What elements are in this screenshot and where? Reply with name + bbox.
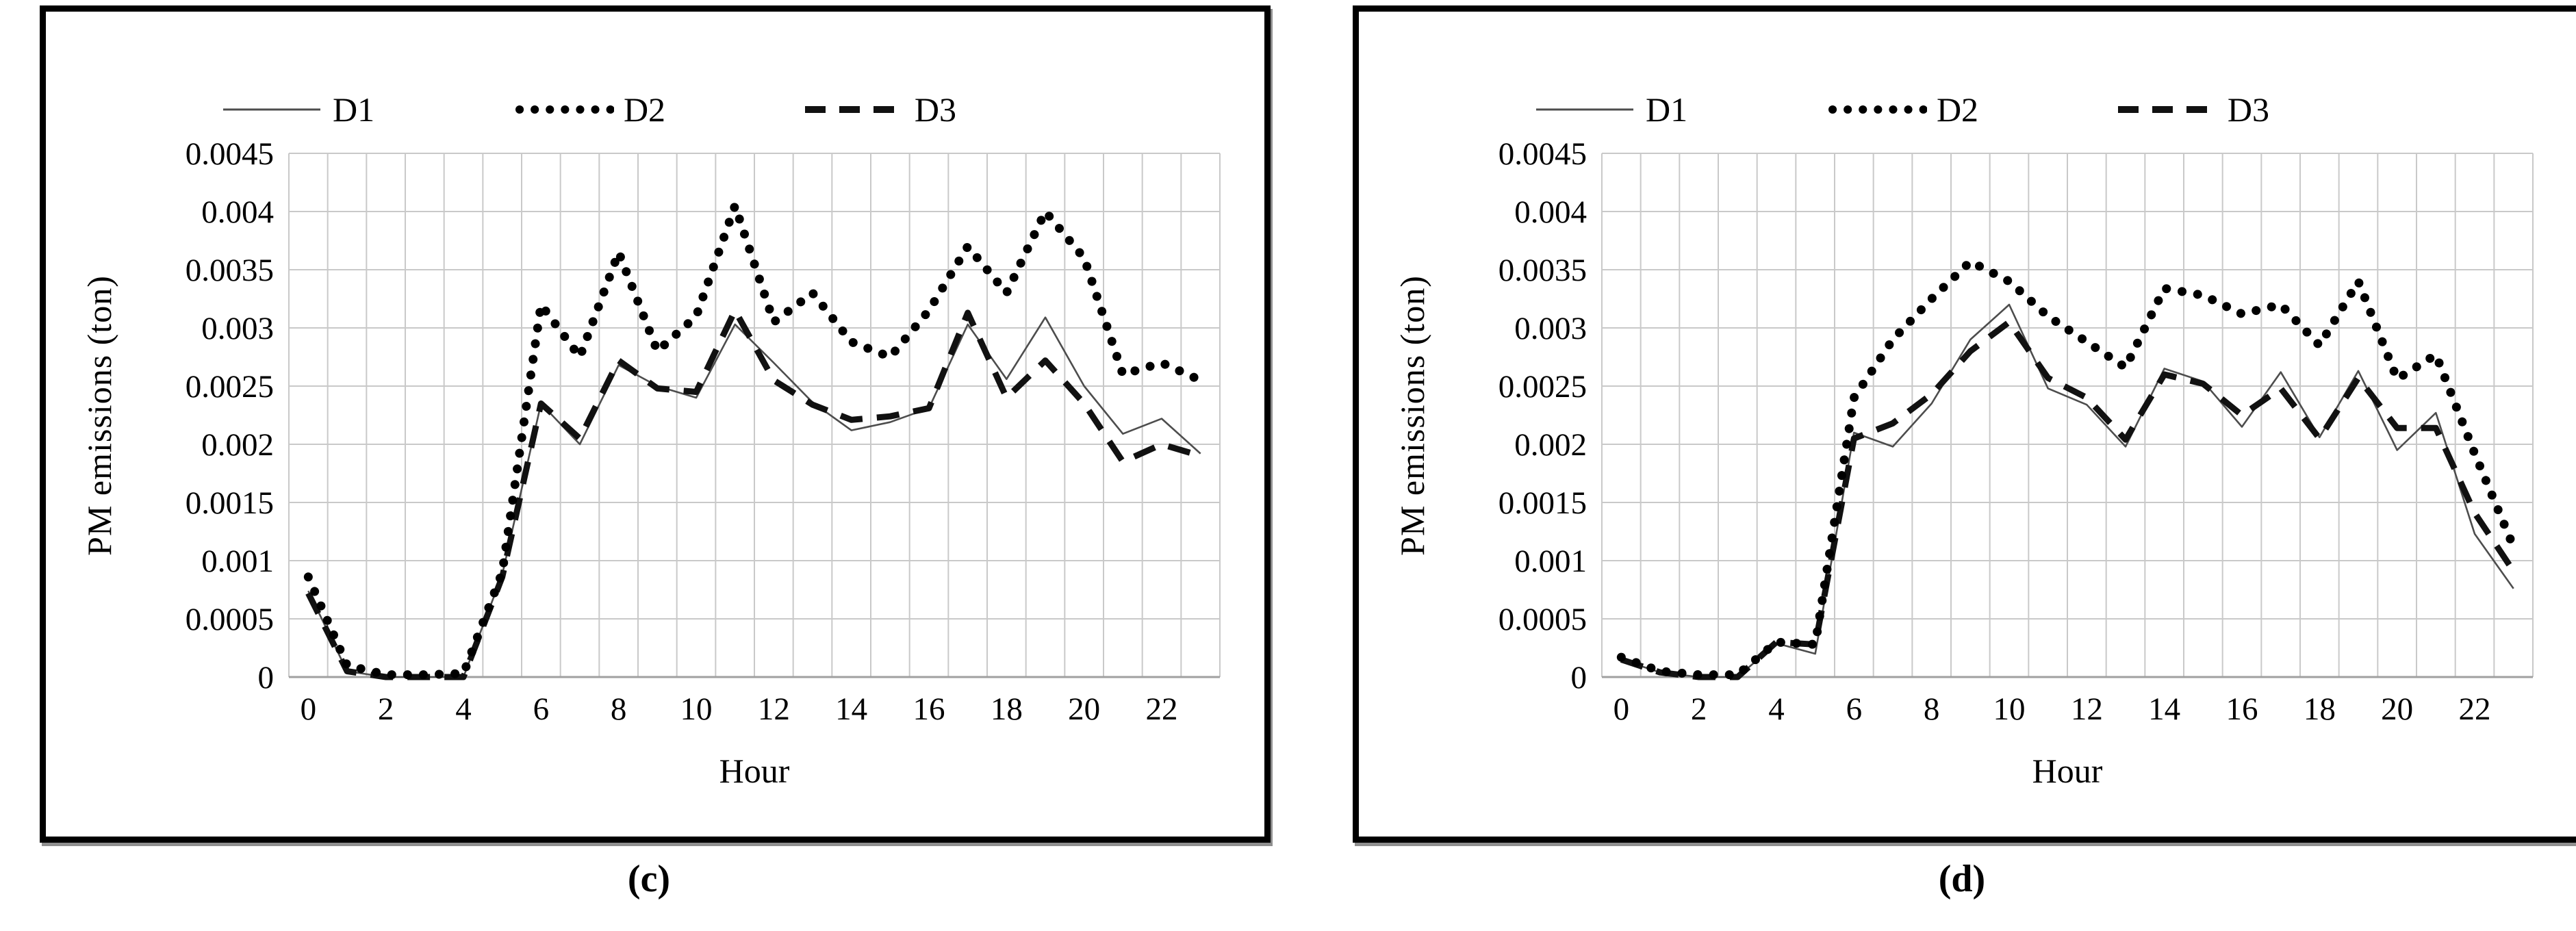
x-tick-label: 22 (1146, 691, 1178, 727)
y-tick-label: 0.0005 (186, 602, 274, 637)
legend-label-d1: D1 (333, 90, 375, 129)
y-tick-labels: 0 0.0005 0.001 0.0015 0.002 0.0025 0.003 0.0035… (1499, 136, 1587, 696)
y-tick-label: 0.0045 (1499, 136, 1587, 172)
y-tick-label: 0.002 (201, 427, 274, 463)
x-tick-label: 8 (611, 691, 627, 727)
x-tick-label: 10 (680, 691, 713, 727)
legend-label-d3: D3 (2227, 90, 2269, 129)
x-tick-label: 22 (2459, 691, 2491, 727)
legend-dashed-line-icon (2117, 106, 2215, 113)
chart-canvas-c: 0 0.0005 0.001 0.0015 0.002 0.0025 0.003 0.0035… (186, 136, 1221, 727)
x-tick-label: 4 (1768, 691, 1785, 727)
legend-dotted-line-icon (515, 105, 614, 114)
y-tick-label: 0.003 (1514, 311, 1587, 346)
chart-canvas-d: 0 0.0005 0.001 0.0015 0.002 0.0025 0.003 0.0035… (1499, 136, 2534, 727)
legend-item-d3: D3 (802, 92, 956, 127)
legend-dotted-line-icon (1828, 105, 1927, 114)
x-tick-label: 2 (1691, 691, 1707, 727)
y-tick-label: 0.0035 (186, 253, 274, 288)
y-tick-label: 0.004 (1514, 194, 1587, 230)
y-tick-label: 0.003 (201, 311, 274, 346)
x-tick-label: 8 (1924, 691, 1940, 727)
y-axis-title-d: PM emissions (ton) (1393, 275, 1431, 556)
x-tick-label: 12 (2071, 691, 2103, 727)
caption-c: (c) (627, 858, 671, 900)
x-tick-label: 20 (2381, 691, 2413, 727)
x-tick-label: 14 (2148, 691, 2180, 727)
x-tick-label: 0 (1614, 691, 1630, 727)
legend-d: D1 D2 D3 (1533, 86, 2269, 133)
x-tick-label: 2 (378, 691, 394, 727)
legend-label-d3: D3 (914, 90, 956, 129)
gridlines (1601, 153, 2534, 678)
x-tick-label: 6 (1846, 691, 1863, 727)
y-tick-label: 0.0045 (186, 136, 274, 172)
x-tick-label: 0 (301, 691, 317, 727)
y-tick-label: 0.002 (1514, 427, 1587, 463)
legend-c: D1 D2 D3 (220, 86, 956, 133)
x-tick-label: 16 (913, 691, 945, 727)
x-tick-label: 10 (1993, 691, 2026, 727)
y-tick-labels: 0 0.0005 0.001 0.0015 0.002 0.0025 0.003 0.0035… (186, 136, 274, 696)
y-tick-label: 0.0005 (1499, 602, 1587, 637)
y-tick-label: 0.0015 (1499, 485, 1587, 521)
y-tick-label: 0 (1571, 660, 1587, 696)
legend-item-d3: D3 (2115, 92, 2269, 127)
x-tick-label: 16 (2226, 691, 2258, 727)
y-tick-label: 0.0025 (186, 369, 274, 405)
y-tick-label: 0.001 (201, 544, 274, 579)
y-tick-label: 0.0035 (1499, 253, 1587, 288)
x-tick-label: 18 (991, 691, 1023, 727)
x-tick-label: 12 (758, 691, 790, 727)
series-D2-line (303, 201, 1206, 680)
legend-label-d2: D2 (1936, 90, 1979, 129)
x-tick-labels: 0 2 4 6 8 10 12 14 16 18 20 22 (301, 691, 1178, 727)
legend-item-d1: D1 (220, 92, 374, 127)
series-D2-line (1616, 257, 2518, 680)
x-tick-label: 6 (533, 691, 550, 727)
x-tick-labels: 0 2 4 6 8 10 12 14 16 18 20 22 (1614, 691, 2491, 727)
legend-item-d2: D2 (1824, 92, 1978, 127)
x-tick-label: 20 (1068, 691, 1100, 727)
legend-dashed-line-icon (804, 106, 902, 113)
chart-panel-d: 0 0.0005 0.001 0.0015 0.002 0.0025 0.003 0.0035… (1353, 5, 2576, 843)
x-tick-label: 4 (455, 691, 472, 727)
y-axis-title-c: PM emissions (ton) (80, 275, 118, 556)
y-tick-label: 0 (258, 660, 275, 696)
legend-label-d2: D2 (623, 90, 666, 129)
y-tick-label: 0.004 (201, 194, 274, 230)
legend-solid-line-icon (1536, 108, 1633, 111)
x-tick-label: 18 (2304, 691, 2336, 727)
y-tick-label: 0.0025 (1499, 369, 1587, 405)
x-tick-label: 14 (835, 691, 867, 727)
y-tick-label: 0.0015 (186, 485, 274, 521)
legend-label-d1: D1 (1646, 90, 1688, 129)
y-tick-label: 0.001 (1514, 544, 1587, 579)
x-axis-title-c: Hour (719, 752, 790, 790)
caption-d: (d) (1938, 858, 1986, 900)
legend-item-d1: D1 (1533, 92, 1687, 127)
chart-panel-c: 0 0.0005 0.001 0.0015 0.002 0.0025 0.003 0.0035… (40, 5, 1271, 843)
x-axis-title-d: Hour (2032, 752, 2103, 790)
legend-solid-line-icon (223, 108, 320, 111)
legend-item-d2: D2 (511, 92, 665, 127)
gridlines (288, 153, 1221, 678)
